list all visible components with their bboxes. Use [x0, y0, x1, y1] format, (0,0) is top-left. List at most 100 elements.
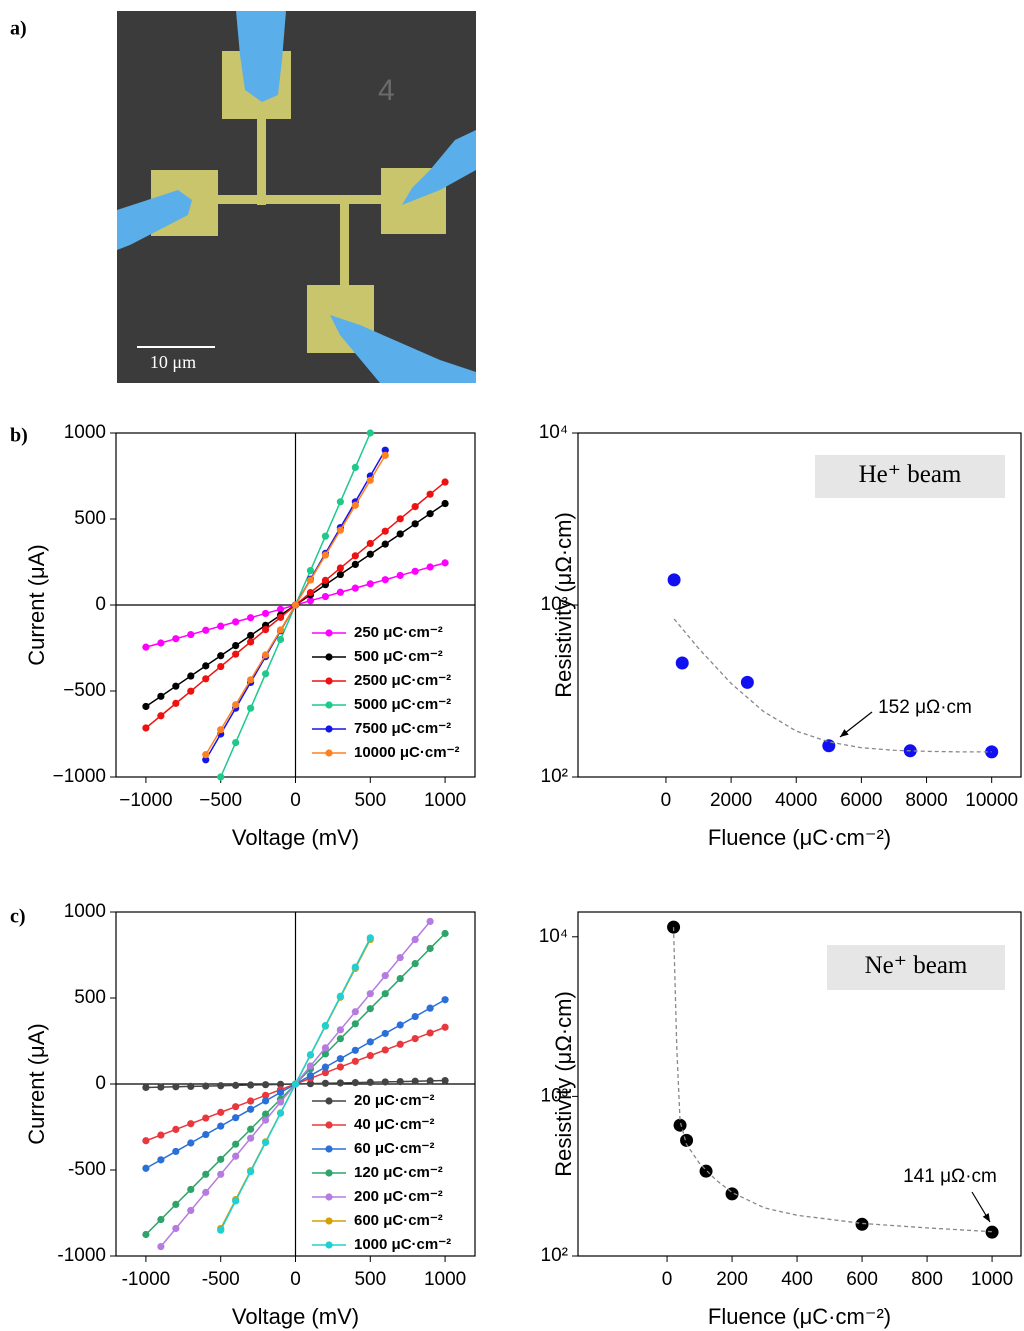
data-point [321, 592, 330, 601]
y-tick-label: 10⁴ [539, 926, 568, 947]
badge-label: Ne⁺ beam [865, 952, 968, 979]
x-tick-label: 4000 [775, 790, 817, 811]
data-point [217, 622, 225, 630]
data-point [366, 429, 374, 437]
y-axis-label: Resistivity (μΩ·cm) [551, 512, 576, 698]
data-point [381, 1029, 389, 1038]
x-tick-label: −1000 [119, 790, 172, 811]
x-tick-label: 1000 [424, 1269, 466, 1290]
data-point [261, 1116, 270, 1124]
data-point [822, 739, 836, 753]
y-tick-label: 10³ [541, 594, 568, 615]
data-point [232, 739, 240, 747]
data-point [321, 551, 330, 559]
data-point [351, 1020, 359, 1028]
data-point [426, 1029, 434, 1037]
data-point [426, 563, 434, 571]
y-tick-label: -500 [68, 1159, 106, 1180]
annotation: 141 μΩ·cm [903, 1166, 997, 1187]
data-point [381, 1046, 389, 1054]
data-point [855, 1217, 869, 1231]
data-point [441, 559, 449, 567]
data-point [247, 1105, 255, 1113]
x-tick-label: 600 [846, 1269, 878, 1290]
x-axis-label: Voltage (mV) [232, 1304, 359, 1329]
legend-label: 7500 μC·cm⁻² [354, 720, 451, 737]
y-tick-label: 0 [95, 1073, 106, 1094]
legend-marker [325, 653, 333, 661]
data-point [232, 1081, 240, 1089]
data-point [351, 1008, 359, 1016]
data-point [336, 1079, 344, 1087]
data-point [366, 934, 374, 942]
data-point [217, 652, 225, 660]
legend-label: 1000 μC·cm⁻² [354, 1236, 451, 1253]
data-point [321, 1063, 330, 1071]
y-tick-label: −500 [63, 680, 106, 701]
x-tick-label: 6000 [840, 790, 882, 811]
data-point [247, 1134, 255, 1142]
arrow-head [982, 1213, 990, 1222]
data-point [366, 580, 374, 588]
data-point [291, 601, 300, 609]
data-point [336, 1035, 344, 1043]
data-point [172, 1224, 180, 1233]
data-point [675, 656, 689, 670]
data-point [232, 1197, 240, 1205]
data-point [441, 499, 449, 508]
legend-label: 200 μC·cm⁻² [354, 1188, 443, 1205]
x-tick-label: -1000 [122, 1269, 171, 1290]
data-point [232, 1140, 240, 1148]
data-point [261, 1097, 270, 1105]
data-point [187, 687, 195, 695]
x-tick-label: 0 [661, 790, 672, 811]
data-point [366, 1005, 374, 1013]
data-point [202, 756, 210, 764]
data-point [202, 626, 210, 634]
data-point [441, 478, 449, 486]
data-point [381, 446, 389, 454]
data-point [217, 1155, 225, 1163]
legend-label: 600 μC·cm⁻² [354, 1212, 443, 1229]
data-point [336, 570, 344, 579]
panel-label: b) [10, 425, 28, 447]
data-point [426, 1004, 434, 1012]
data-point [276, 613, 285, 621]
x-tick-label: -500 [202, 1269, 240, 1290]
data-point [411, 503, 419, 511]
data-point [381, 451, 389, 459]
data-point [172, 635, 180, 643]
data-point [217, 726, 225, 734]
data-point [202, 675, 210, 683]
data-point [232, 1103, 240, 1111]
data-point [441, 1023, 449, 1031]
data-point [306, 567, 315, 575]
data-point [202, 662, 210, 670]
data-point [381, 540, 389, 548]
x-tick-label: 500 [354, 1269, 386, 1290]
data-point [667, 573, 681, 587]
data-point [396, 515, 404, 523]
data-point [381, 576, 389, 584]
data-point [411, 1012, 419, 1021]
data-point [157, 1131, 165, 1139]
data-point [396, 1077, 404, 1086]
data-point [202, 1188, 210, 1196]
data-point [261, 651, 270, 659]
data-point [411, 935, 419, 944]
data-point [306, 589, 315, 597]
data-point [336, 992, 344, 1000]
data-point [202, 1130, 210, 1139]
x-tick-label: 1000 [424, 790, 466, 811]
sem-image: 4 10 μm [117, 11, 476, 383]
data-point [321, 1079, 330, 1087]
x-tick-label: 400 [781, 1269, 813, 1290]
legend-label: 250 μC·cm⁻² [354, 624, 443, 641]
legend-marker [325, 1097, 333, 1105]
data-point [142, 1164, 150, 1172]
data-point [680, 1133, 694, 1147]
data-point [673, 1118, 687, 1132]
device-label: 4 [378, 74, 395, 107]
annotation: 152 μΩ·cm [878, 697, 972, 718]
data-point [351, 552, 359, 560]
